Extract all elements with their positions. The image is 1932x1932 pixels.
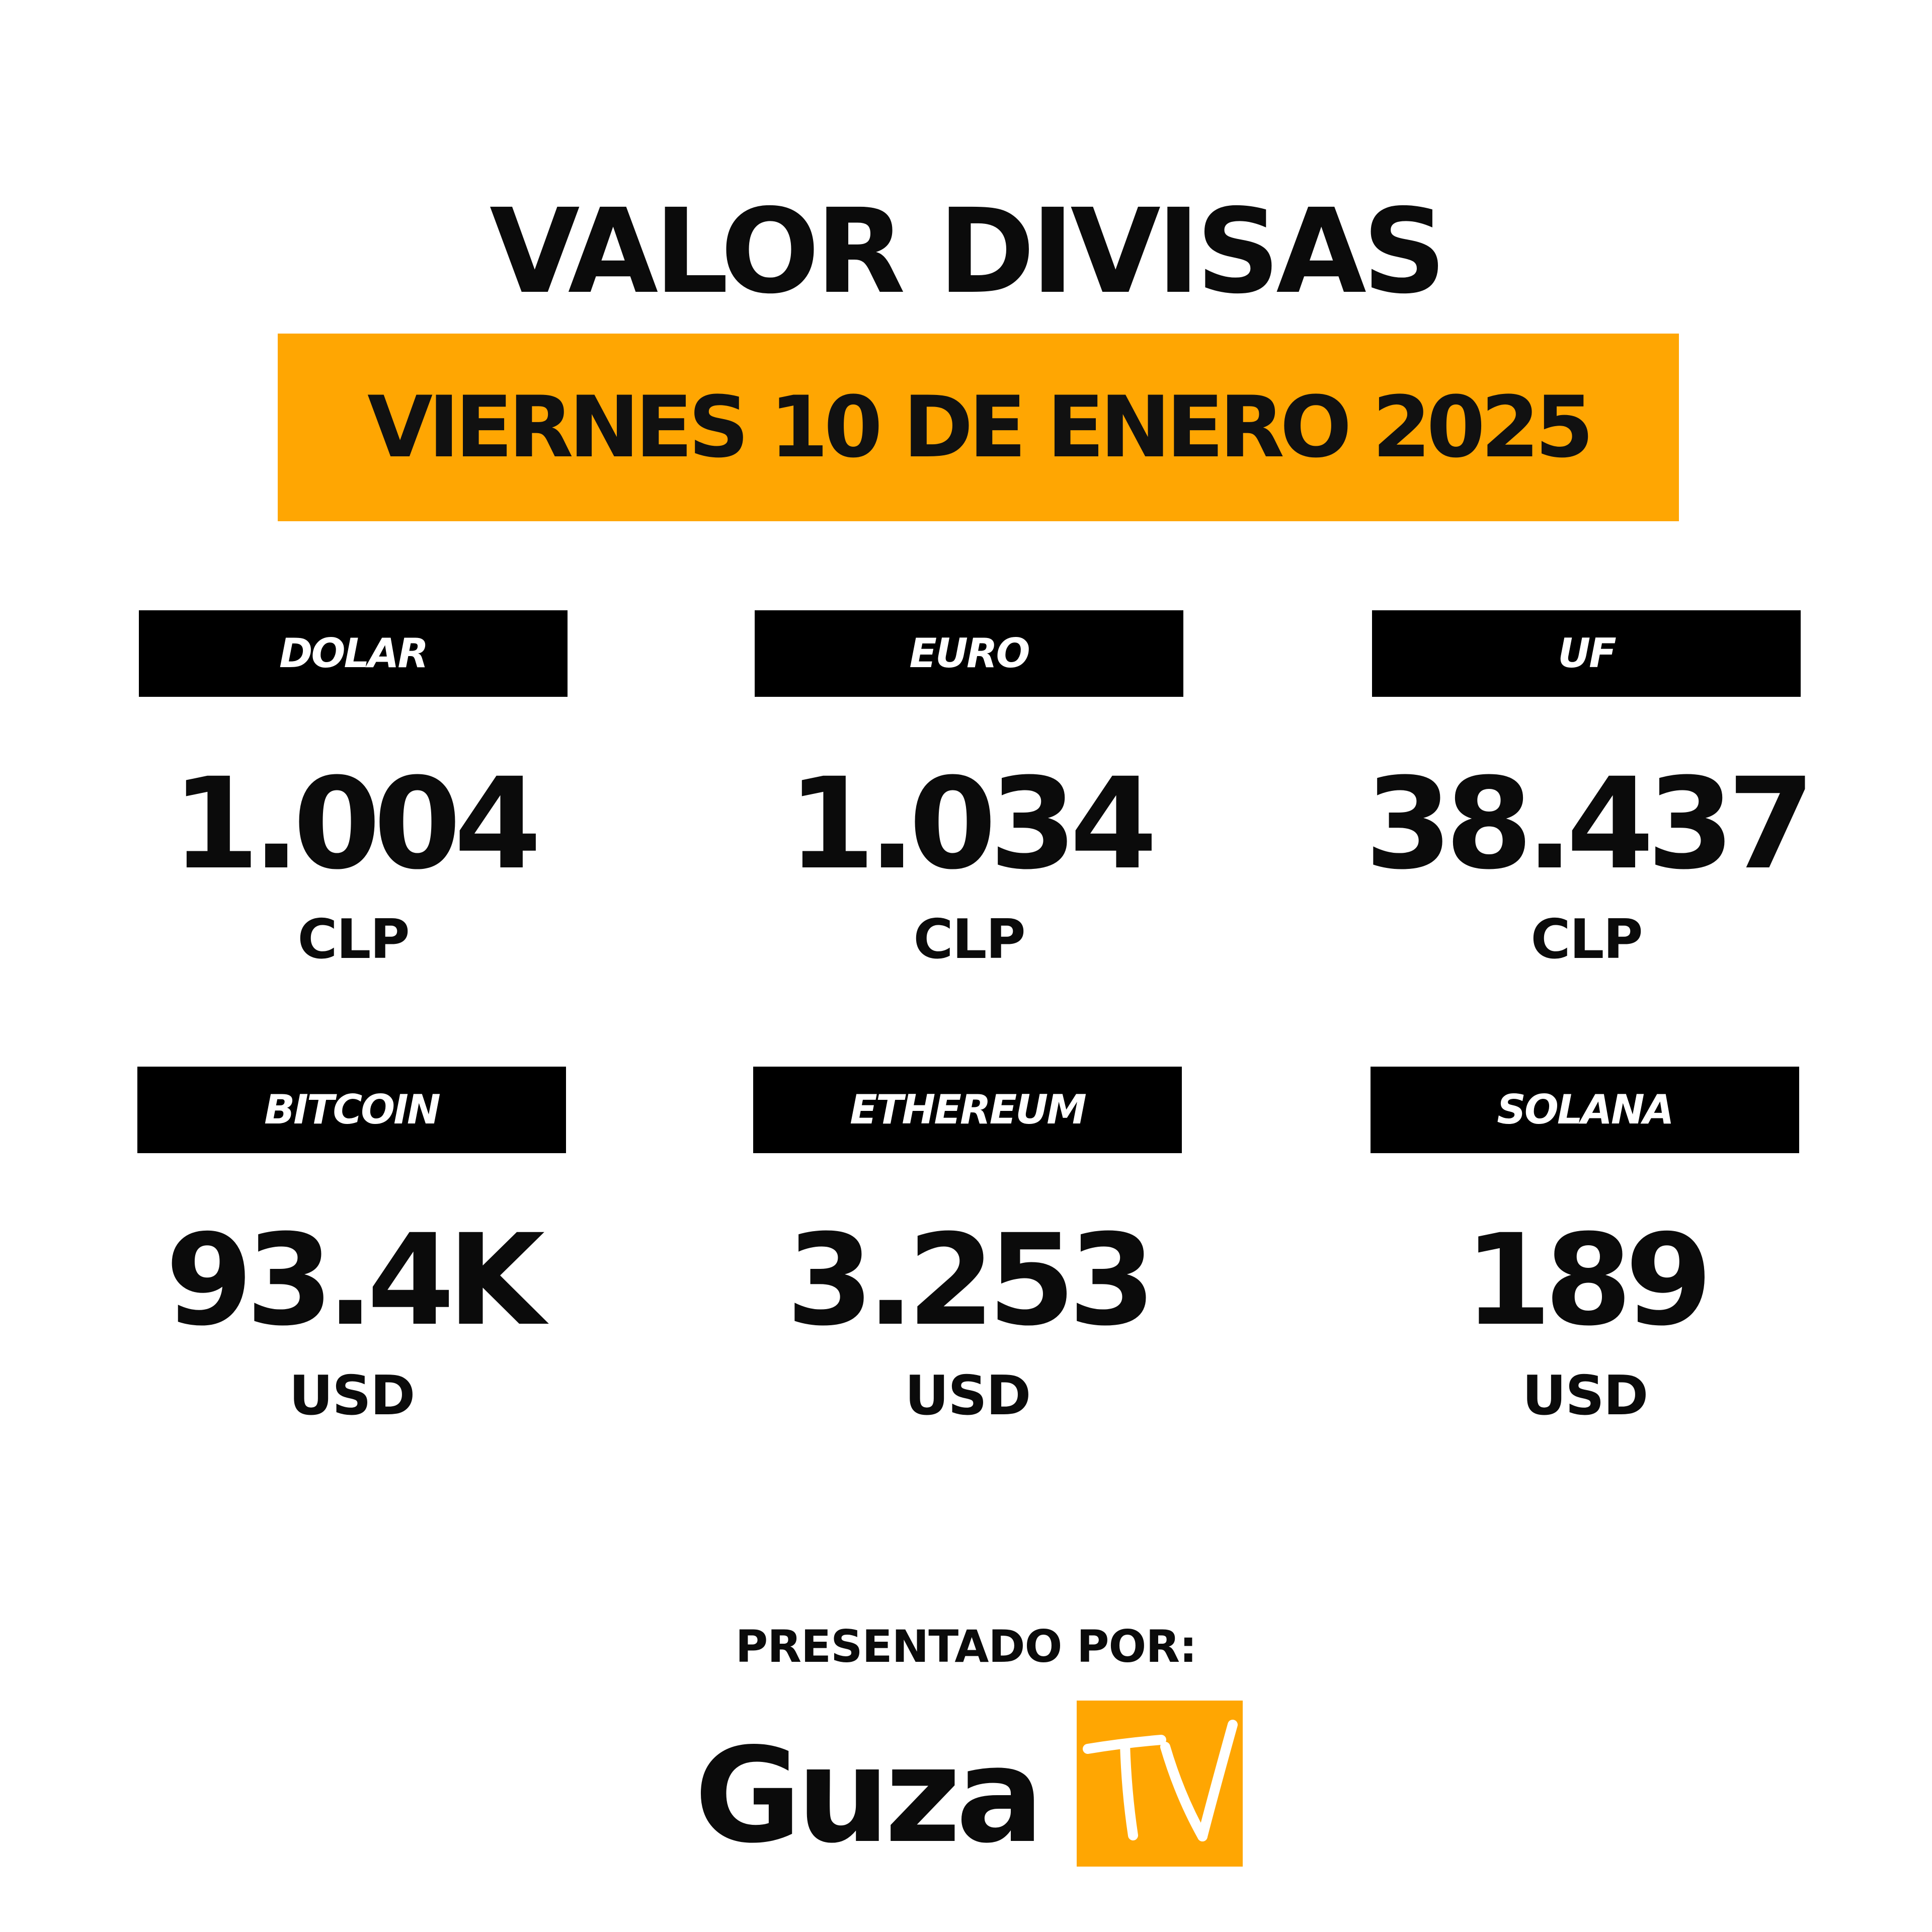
guzatv-logo: Guza	[694, 1701, 1243, 1872]
rate-label-box: ETHEREUM	[753, 1067, 1182, 1153]
rate-card-ethereum: ETHEREUM 3.253 USD	[753, 1067, 1182, 1449]
rate-label: EURO	[909, 630, 1030, 677]
rate-unit: USD	[289, 1364, 415, 1427]
rate-card-euro: EURO 1.034 CLP	[755, 610, 1183, 993]
rate-label-box: UF	[1372, 610, 1801, 697]
page-title: VALOR DIVISAS	[489, 184, 1446, 319]
rate-card-dolar: DOLAR 1.004 CLP	[139, 610, 568, 993]
rate-label-box: EURO	[755, 610, 1183, 697]
rate-label: DOLAR	[279, 630, 429, 677]
rate-label: UF	[1558, 630, 1617, 677]
date-banner: VIERNES 10 DE ENERO 2025	[278, 334, 1679, 521]
rate-value: 38.437	[1364, 751, 1815, 897]
date-text: VIERNES 10 DE ENERO 2025	[367, 378, 1594, 476]
rate-card-uf: UF 38.437 CLP	[1365, 610, 1815, 993]
rate-label: ETHEREUM	[850, 1086, 1087, 1133]
logo-tv-box	[1077, 1701, 1243, 1867]
rate-value: 1.034	[787, 751, 1158, 897]
rate-label-box: SOLANA	[1371, 1067, 1799, 1153]
rate-label-box: DOLAR	[139, 610, 568, 697]
rate-card-solana: SOLANA 189 USD	[1371, 1067, 1799, 1449]
rate-unit: CLP	[1531, 908, 1643, 971]
rate-unit: USD	[1522, 1364, 1648, 1427]
rate-unit: CLP	[297, 908, 410, 971]
logo-wordmark: Guza	[694, 1720, 1044, 1872]
rate-value: 189	[1464, 1207, 1713, 1353]
presented-by-text: PRESENTADO POR:	[735, 1621, 1197, 1672]
rate-value: 1.004	[172, 751, 542, 897]
rate-card-bitcoin: BITCOIN 93.4K USD	[137, 1067, 566, 1449]
rate-value: 3.253	[786, 1207, 1156, 1353]
rate-label-box: BITCOIN	[137, 1067, 566, 1153]
rate-unit: USD	[905, 1364, 1031, 1427]
rate-label: SOLANA	[1497, 1086, 1674, 1133]
rate-unit: CLP	[913, 908, 1025, 971]
rate-value: 93.4K	[165, 1207, 545, 1353]
rate-label: BITCOIN	[264, 1086, 441, 1133]
tv-lettering-icon	[1083, 1720, 1238, 1841]
